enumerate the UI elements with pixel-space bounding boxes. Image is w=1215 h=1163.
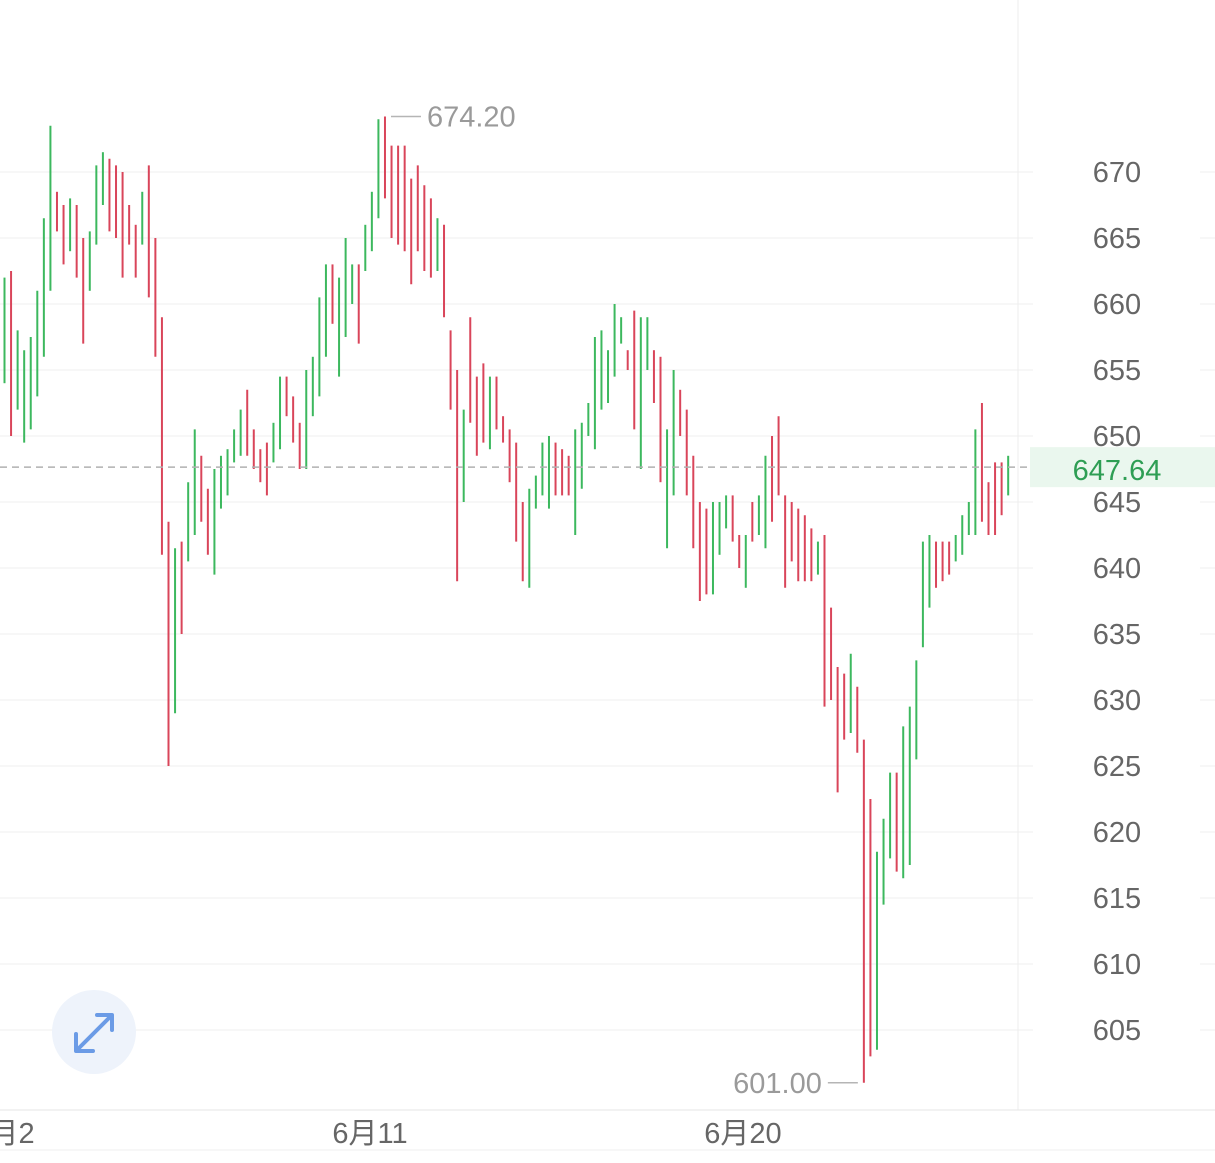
current-price-marker: 647.64 xyxy=(0,447,1215,488)
annotations: 674.20 601.00 xyxy=(390,102,858,1100)
x-tick-label: 6月11 xyxy=(332,1118,407,1150)
y-tick-label: 620 xyxy=(1093,817,1141,849)
y-tick-label: 615 xyxy=(1093,883,1141,915)
y-tick-label: 630 xyxy=(1093,685,1141,717)
high-annotation: 674.20 xyxy=(427,102,516,134)
expand-arrows-icon xyxy=(74,1013,114,1053)
y-tick-label: 665 xyxy=(1093,223,1141,255)
y-tick-label: 625 xyxy=(1093,751,1141,783)
y-tick-label: 640 xyxy=(1093,553,1141,585)
x-tick-label: 6月20 xyxy=(704,1118,781,1150)
y-tick-label: 610 xyxy=(1093,949,1141,981)
y-tick-label: 650 xyxy=(1093,421,1141,453)
y-tick-label: 670 xyxy=(1093,157,1141,189)
axes: 670 665 660 655 650 645 640 635 630 625 620 615 610 6… xyxy=(0,157,1141,1150)
price-bars xyxy=(3,116,1010,1083)
low-annotation: 601.00 xyxy=(733,1068,822,1100)
y-tick-label: 655 xyxy=(1093,355,1141,387)
y-tick-label: 645 xyxy=(1093,487,1141,519)
y-tick-label: 660 xyxy=(1093,289,1141,321)
y-tick-label: 635 xyxy=(1093,619,1141,651)
y-tick-label: 605 xyxy=(1093,1015,1141,1047)
current-price-tag xyxy=(1030,447,1215,488)
x-tick-label: 月2 xyxy=(0,1118,35,1150)
expand-chart-button[interactable] xyxy=(52,990,136,1074)
current-price-label: 647.64 xyxy=(1073,455,1162,487)
